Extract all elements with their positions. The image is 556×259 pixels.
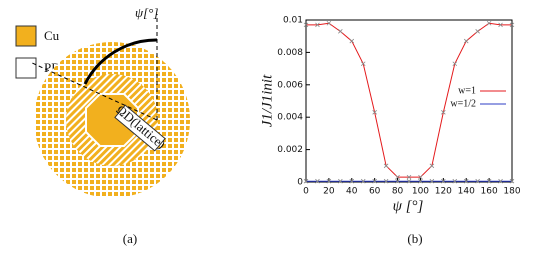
marker — [338, 178, 343, 184]
legend-swatch — [15, 57, 37, 79]
marker — [429, 178, 435, 184]
x-axis-label: ψ [°] — [393, 198, 424, 214]
x-tick-label: 140 — [458, 187, 475, 197]
marker — [383, 163, 389, 169]
marker — [498, 178, 503, 184]
marker — [441, 110, 446, 115]
marker — [349, 178, 355, 184]
angle-arc — [83, 38, 158, 85]
series-line — [306, 22, 512, 178]
marker — [315, 178, 320, 184]
caption: (b) — [407, 231, 422, 246]
marker — [463, 178, 469, 184]
legend-label: w=1 — [458, 85, 476, 96]
marker — [509, 178, 515, 184]
marker — [372, 110, 377, 115]
marker — [360, 61, 366, 67]
marker — [452, 178, 458, 184]
marker — [338, 29, 343, 34]
marker — [463, 38, 469, 44]
marker — [406, 174, 412, 180]
marker — [326, 20, 332, 26]
marker — [395, 174, 400, 180]
marker — [441, 178, 446, 184]
y-tick-label: 0.01 — [283, 16, 303, 26]
marker — [383, 178, 389, 184]
x-tick-label: 100 — [412, 187, 429, 197]
x-tick-label: 80 — [392, 187, 404, 197]
marker — [395, 178, 400, 184]
marker — [406, 178, 412, 184]
marker — [486, 20, 492, 26]
angle-label: ψ[°] — [135, 5, 158, 20]
marker — [303, 178, 309, 184]
marker — [429, 163, 435, 169]
marker — [418, 174, 423, 180]
marker — [509, 22, 515, 28]
x-tick-label: 160 — [481, 187, 498, 197]
marker — [475, 29, 480, 34]
legend-swatch — [15, 25, 37, 47]
y-tick-label: 0.008 — [277, 48, 303, 58]
x-tick-label: 180 — [503, 187, 520, 197]
marker — [475, 178, 480, 184]
x-tick-label: 40 — [346, 187, 358, 197]
marker — [498, 22, 503, 28]
region-box — [114, 104, 166, 152]
marker — [372, 178, 377, 184]
marker — [303, 22, 309, 28]
axis-line — [29, 61, 158, 121]
legend-label: Cu — [44, 28, 60, 43]
y-tick-label: 0.006 — [277, 80, 303, 90]
y-tick-label: 0.004 — [277, 113, 303, 123]
x-tick-label: 60 — [369, 187, 381, 197]
x-tick-label: 0 — [303, 187, 309, 197]
y-tick-label: 0.002 — [277, 145, 303, 155]
marker — [326, 178, 332, 184]
marker — [315, 22, 320, 28]
y-axis-label: J1/J1init — [259, 74, 275, 127]
caption: (a) — [123, 231, 137, 246]
marker — [452, 61, 458, 67]
diagram: Cu PDMS ψ[°] ΩD(lattice) (a) — [15, 5, 190, 246]
legend-label: w=1/2 — [450, 98, 476, 109]
x-tick-label: 120 — [435, 187, 452, 197]
marker — [349, 38, 355, 44]
plot-frame — [305, 19, 513, 183]
x-tick-label: 20 — [323, 187, 335, 197]
marker — [360, 178, 366, 184]
marker — [418, 178, 423, 184]
y-tick-label: 0 — [297, 178, 303, 188]
marker — [486, 178, 492, 184]
